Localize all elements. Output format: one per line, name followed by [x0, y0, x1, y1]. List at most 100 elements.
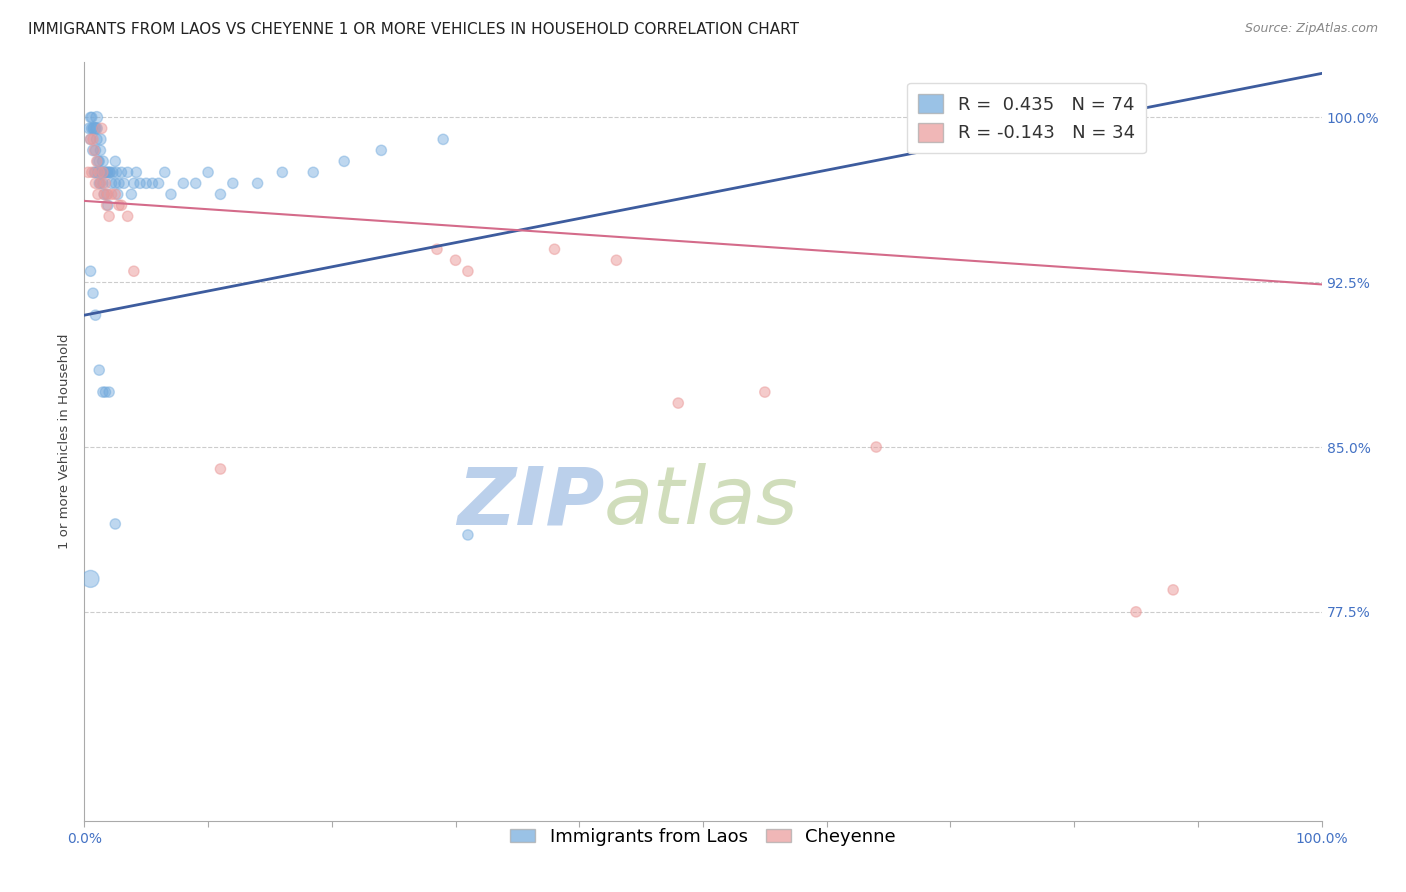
Point [370, 144, 392, 158]
Point [86, 121, 108, 136]
Point [426, 242, 449, 256]
Point [184, 177, 207, 191]
Point [271, 165, 294, 179]
Point [86, 154, 108, 169]
Point [94, 385, 117, 400]
Point [79, 111, 101, 125]
Point [89, 177, 111, 191]
Point [79, 121, 101, 136]
Point [97, 187, 120, 202]
Point [89, 177, 111, 191]
Point [91, 177, 114, 191]
Point [94, 165, 117, 179]
Point [209, 187, 232, 202]
Point [117, 165, 139, 179]
Point [93, 187, 115, 202]
Point [80, 111, 103, 125]
Text: 100.0%: 100.0% [1295, 831, 1348, 846]
Point [122, 264, 145, 278]
Point [104, 177, 127, 191]
Point [91, 385, 114, 400]
Point [141, 177, 163, 191]
Point [96, 187, 118, 202]
Point [302, 165, 325, 179]
Point [83, 165, 105, 179]
Point [457, 264, 479, 278]
Point [93, 187, 115, 202]
Point [104, 154, 127, 169]
Point [84, 144, 107, 158]
Point [89, 132, 111, 146]
Point [148, 177, 170, 191]
Point [87, 154, 110, 169]
Point [89, 363, 111, 377]
Point [90, 121, 112, 136]
Point [94, 177, 117, 191]
Text: ZIP: ZIP [457, 463, 605, 541]
Point [82, 121, 104, 136]
Point [91, 154, 114, 169]
Text: Source: ZipAtlas.com: Source: ZipAtlas.com [1244, 22, 1378, 36]
Point [104, 187, 127, 202]
Point [112, 177, 135, 191]
Point [222, 177, 245, 191]
Point [89, 165, 111, 179]
Point [457, 528, 479, 542]
Point [160, 187, 183, 202]
Point [77, 165, 100, 179]
Point [91, 165, 114, 179]
Point [87, 165, 110, 179]
Point [104, 516, 127, 531]
Point [97, 198, 120, 212]
Point [82, 132, 104, 146]
Point [97, 165, 120, 179]
Point [110, 165, 132, 179]
Point [110, 198, 132, 212]
Legend: Immigrants from Laos, Cheyenne: Immigrants from Laos, Cheyenne [503, 821, 903, 854]
Point [84, 121, 107, 136]
Point [605, 253, 627, 268]
Point [79, 132, 101, 146]
Point [101, 165, 124, 179]
Point [172, 177, 194, 191]
Point [79, 264, 101, 278]
Point [153, 165, 176, 179]
Point [84, 165, 107, 179]
Y-axis label: 1 or more Vehicles in Household: 1 or more Vehicles in Household [58, 334, 72, 549]
Point [98, 165, 121, 179]
Point [444, 253, 467, 268]
Point [125, 165, 148, 179]
Point [129, 177, 152, 191]
Point [84, 177, 107, 191]
Point [96, 165, 118, 179]
Point [543, 242, 565, 256]
Point [754, 385, 776, 400]
Point [100, 177, 122, 191]
Text: atlas: atlas [605, 463, 799, 541]
Point [98, 385, 121, 400]
Point [96, 198, 118, 212]
Point [117, 209, 139, 223]
Point [80, 121, 103, 136]
Point [100, 187, 122, 202]
Point [83, 144, 105, 158]
Point [82, 286, 104, 301]
Point [89, 154, 111, 169]
Point [1125, 605, 1147, 619]
Point [107, 187, 129, 202]
Point [98, 165, 121, 179]
Point [108, 198, 131, 212]
Point [87, 187, 110, 202]
Point [246, 177, 269, 191]
Point [209, 462, 232, 476]
Point [84, 308, 107, 322]
Point [105, 165, 128, 179]
Point [86, 111, 108, 125]
Point [89, 177, 111, 191]
Point [86, 132, 108, 146]
Point [82, 144, 104, 158]
Point [93, 165, 115, 179]
Text: 0.0%: 0.0% [67, 831, 101, 846]
Point [197, 165, 219, 179]
Point [1161, 582, 1184, 597]
